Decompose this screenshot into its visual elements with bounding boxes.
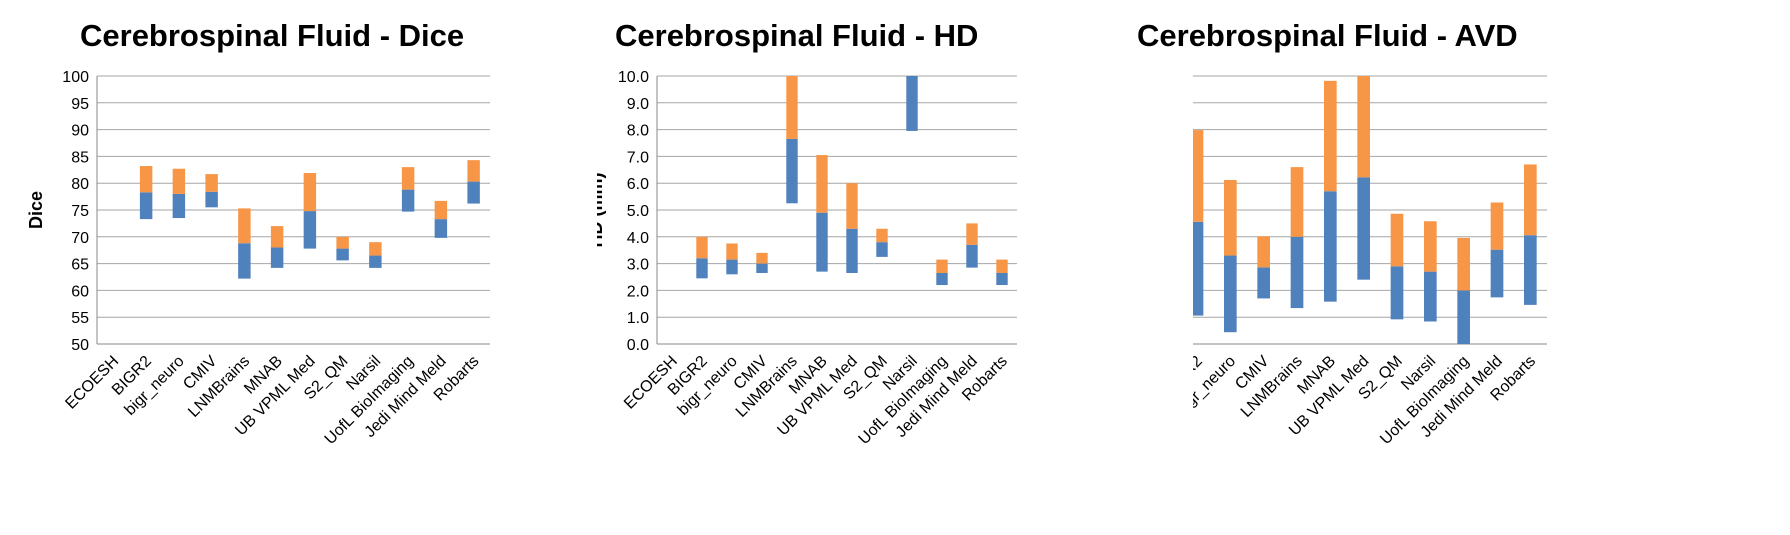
bar-upper-segment — [303, 173, 317, 212]
bar-lower-segment — [1324, 191, 1337, 302]
bar-upper-segment — [876, 228, 888, 243]
chart-hd: Cerebrospinal Fluid - HD 0.0 1.0 2.0 3.0 4.0… — [597, 0, 1194, 535]
y-axis-label: HD (mm) — [597, 172, 606, 247]
bar-upper-segment — [966, 223, 978, 245]
bar-upper-segment — [696, 236, 708, 259]
bar-upper-segment — [172, 168, 186, 194]
bar-lower-segment — [876, 242, 888, 257]
bar-lower-segment — [696, 258, 708, 279]
bar-upper-segment — [1324, 80, 1337, 192]
bar-upper-segment — [1257, 236, 1270, 268]
bar-upper-segment — [369, 242, 382, 256]
bar-lower-segment — [139, 192, 153, 220]
bar-lower-segment — [270, 247, 284, 268]
chart-plot: 05101520253035404550AVD (%)ECOESHBIGR2bi… — [1193, 75, 1547, 448]
y-tick-label: 85 — [71, 149, 89, 166]
bar-upper-segment — [1424, 221, 1437, 272]
bar-upper-segment — [1357, 76, 1370, 178]
bar-lower-segment — [434, 219, 448, 238]
bar-lower-segment — [1390, 266, 1404, 320]
bar-lower-segment — [936, 272, 948, 286]
bar-upper-segment — [756, 252, 768, 264]
y-tick-label: 5.0 — [627, 203, 649, 220]
bar-lower-segment — [205, 191, 218, 208]
chart-plot: 0.0 1.0 2.0 3.0 4.0 5.0 6.0 7.0 8.0 9.0 10.0 HD (mm… — [597, 69, 1017, 448]
y-tick-label: 2.0 — [627, 283, 649, 300]
bar-upper-segment — [996, 259, 1008, 273]
bar-upper-segment — [726, 243, 738, 260]
y-tick-label: 95 — [71, 96, 89, 113]
bar-upper-segment — [1490, 202, 1504, 250]
y-tick-label: 55 — [71, 310, 89, 327]
chart-title: Cerebrospinal Fluid - Dice — [80, 18, 465, 53]
bar-lower-segment — [756, 263, 768, 273]
bar-lower-segment — [172, 193, 186, 219]
y-tick-label: 65 — [71, 257, 89, 274]
bar-upper-segment — [401, 167, 415, 190]
bar-upper-segment — [1290, 167, 1304, 237]
bar-upper-segment — [1524, 164, 1537, 236]
bar-upper-segment — [238, 208, 251, 244]
y-tick-label: 4.0 — [627, 230, 649, 247]
y-tick-label: 70 — [71, 230, 89, 247]
y-tick-label: 10.0 — [618, 69, 649, 86]
bar-lower-segment — [303, 211, 317, 249]
bar-upper-segment — [816, 155, 828, 213]
y-tick-label: 100 — [62, 69, 89, 86]
y-tick-label: 6.0 — [627, 176, 649, 193]
y-tick-label: 0.0 — [627, 337, 649, 354]
bar-lower-segment — [846, 228, 858, 273]
bar-upper-segment — [1457, 237, 1470, 291]
bar-lower-segment — [467, 181, 480, 204]
bar-lower-segment — [369, 255, 382, 268]
bar-upper-segment — [936, 259, 948, 273]
bar-upper-segment — [846, 183, 858, 229]
bar-lower-segment — [1490, 249, 1504, 298]
bar-lower-segment — [1257, 267, 1270, 299]
y-tick-label: 90 — [71, 123, 89, 140]
bar-upper-segment — [1390, 213, 1404, 267]
bar-lower-segment — [906, 76, 918, 131]
y-tick-label: 80 — [71, 176, 89, 193]
bar-upper-segment — [434, 200, 448, 220]
y-tick-label: 50 — [71, 337, 89, 354]
chart-dice: Cerebrospinal Fluid - Dice 50 55 60 65 70 75 8… — [0, 0, 597, 535]
bar-lower-segment — [996, 272, 1008, 286]
bar-lower-segment — [1357, 177, 1370, 280]
bar-lower-segment — [336, 248, 349, 261]
y-tick-label: 1.0 — [627, 310, 649, 327]
bar-upper-segment — [1193, 130, 1204, 222]
chart-avd: Cerebrospinal Fluid - AVD 05101520253035… — [1137, 0, 1790, 535]
bar-lower-segment — [401, 189, 415, 212]
bar-upper-segment — [139, 166, 153, 193]
chart-title: Cerebrospinal Fluid - AVD — [1137, 18, 1518, 53]
y-axis-label: Dice — [26, 191, 46, 229]
y-tick-label: 8.0 — [627, 123, 649, 140]
bar-lower-segment — [726, 259, 738, 275]
bar-lower-segment — [1224, 255, 1237, 333]
bar-lower-segment — [1424, 271, 1437, 322]
y-tick-label: 75 — [71, 203, 89, 220]
bar-upper-segment — [786, 76, 798, 139]
y-tick-label: 9.0 — [627, 96, 649, 113]
bar-upper-segment — [467, 160, 480, 182]
bar-lower-segment — [816, 212, 828, 272]
bar-lower-segment — [1193, 221, 1204, 316]
bar-upper-segment — [336, 236, 349, 249]
bar-lower-segment — [966, 244, 978, 268]
chart-plot: 50556065707580859095100DiceECOESHBIGR2bi… — [26, 69, 490, 448]
bar-lower-segment — [786, 138, 798, 204]
chart-title: Cerebrospinal Fluid - HD — [615, 18, 979, 53]
bar-upper-segment — [270, 226, 284, 248]
bar-upper-segment — [1224, 179, 1237, 256]
bar-lower-segment — [1290, 236, 1304, 309]
bar-lower-segment — [1524, 235, 1537, 305]
bar-lower-segment — [238, 243, 251, 279]
bar-upper-segment — [205, 174, 218, 192]
y-tick-label: 7.0 — [627, 149, 649, 166]
y-tick-label: 3.0 — [627, 257, 649, 274]
y-tick-label: 60 — [71, 283, 89, 300]
bar-lower-segment — [1457, 290, 1470, 344]
